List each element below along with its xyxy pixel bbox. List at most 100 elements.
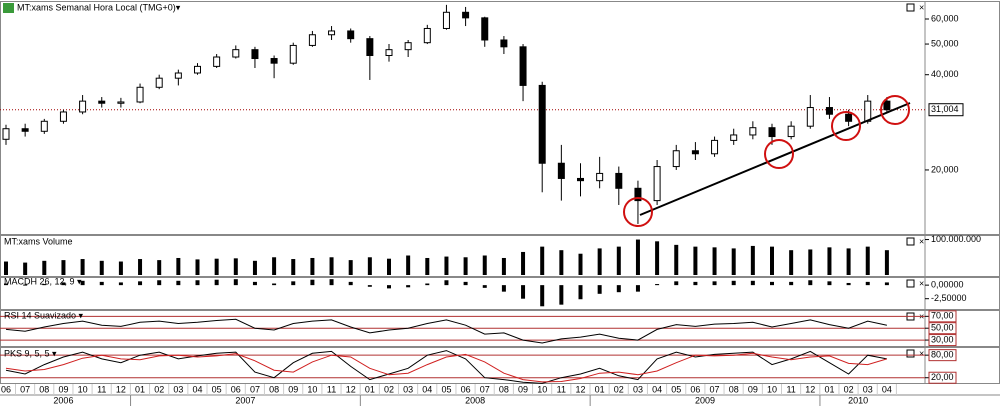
macd-bar [559, 285, 564, 305]
macd-bar [884, 282, 889, 286]
x-tick-label: 11 [557, 384, 566, 394]
volume-bar [482, 255, 487, 275]
panel-close[interactable]: × [919, 348, 924, 358]
volume-bar [884, 250, 889, 275]
volume-bar [291, 259, 296, 275]
macd-bar [118, 282, 123, 286]
volume-bar [444, 256, 449, 275]
macd-bar [195, 280, 200, 286]
candle-body [500, 39, 508, 48]
macd-bar [367, 285, 372, 287]
y-tick-label: 20,000 [931, 164, 959, 174]
chart-icon [3, 3, 14, 13]
volume-bar [176, 257, 181, 275]
x-tick-label: 04 [422, 384, 432, 394]
candle-body [462, 11, 470, 19]
panel-button[interactable] [906, 279, 915, 288]
x-tick-label: 11 [786, 384, 795, 394]
x-tick-label: 08 [499, 384, 509, 394]
candle-body [251, 49, 259, 60]
volume-bar [348, 260, 353, 275]
candle-body [308, 34, 316, 46]
candle-body [825, 107, 833, 115]
indicator-line [5, 318, 888, 344]
x-year-label: 2007 [235, 395, 255, 405]
panel-button[interactable] [906, 3, 915, 12]
volume-bar [865, 246, 870, 275]
candle-body [672, 150, 680, 168]
candle-body [883, 100, 891, 111]
panel-close[interactable]: × [919, 236, 924, 246]
x-tick-label: 06 [690, 384, 700, 394]
macd-bar [693, 281, 698, 286]
x-tick-label: 03 [173, 384, 183, 394]
volume-bar [712, 247, 717, 275]
candle-body [270, 58, 278, 64]
panel-title: RSI 14 Suavizado ▾ [4, 310, 84, 320]
volume-bar [252, 260, 257, 275]
candle-body [768, 127, 776, 138]
volume-bar [540, 246, 545, 275]
volume-bar [674, 244, 679, 275]
macd-bar [463, 281, 468, 286]
volume-bar [387, 258, 391, 275]
x-tick-label: 04 [652, 384, 662, 394]
candle-body [691, 150, 699, 155]
last-price-box [928, 103, 964, 117]
tick-box [928, 371, 957, 384]
macd-bar [61, 282, 66, 286]
volume-bar [23, 262, 28, 275]
x-tick-label: 12 [116, 384, 126, 394]
candle-body [40, 120, 48, 132]
volume-bar [616, 246, 621, 275]
x-tick-label: 04 [882, 384, 892, 394]
macd-bar [655, 284, 660, 286]
macd-bar [425, 283, 430, 286]
macd-bar [635, 285, 640, 292]
chart-title: MT:xams Semanal Hora Local (TMG+0)▾ [17, 2, 181, 12]
tick-box [928, 322, 957, 335]
x-tick-label: 01 [365, 384, 375, 394]
macd-bar [387, 285, 391, 289]
panel-close[interactable]: × [919, 2, 924, 12]
x-tick-label: 07 [480, 384, 490, 394]
volume-bar [789, 250, 794, 275]
candle-body [136, 86, 144, 103]
x-tick-label: 09 [748, 384, 758, 394]
macd-bar [233, 279, 238, 286]
x-tick-label: 02 [614, 384, 624, 394]
x-tick-label: 11 [97, 384, 106, 394]
candle-body [347, 30, 355, 40]
x-tick-label: 10 [307, 384, 317, 394]
trend-line [639, 102, 911, 216]
candle-body [423, 27, 431, 44]
x-tick-label: 01 [824, 384, 834, 394]
candle-body [385, 49, 393, 57]
candle-body [845, 113, 853, 122]
volume-bar [157, 260, 162, 275]
macd-bar [176, 280, 181, 286]
panel-button[interactable] [906, 237, 915, 246]
macd-bar [444, 280, 449, 286]
candle-body [615, 172, 623, 189]
volume-bar [233, 258, 238, 275]
panel-title: PKS 9, 5, 5 ▾ [4, 348, 57, 358]
x-tick-label: 07 [710, 384, 720, 394]
panel-close[interactable]: × [919, 278, 924, 288]
y-tick-label: 100.000.000 [931, 234, 981, 244]
y-tick-label: 80,00 [931, 350, 954, 360]
volume-bar [61, 260, 66, 275]
macd-bar [521, 285, 526, 299]
x-tick-label: 05 [212, 384, 222, 394]
panel-button[interactable] [906, 349, 915, 358]
volume-bar [310, 257, 315, 275]
tick-box [928, 349, 957, 362]
candle-body [366, 38, 374, 57]
candle-body [730, 134, 738, 141]
highlight-circle [764, 139, 794, 169]
volume-bar [578, 253, 583, 275]
x-year-label: 2010 [848, 395, 868, 405]
volume-bar [827, 247, 832, 275]
x-tick-label: 06 [461, 384, 471, 394]
